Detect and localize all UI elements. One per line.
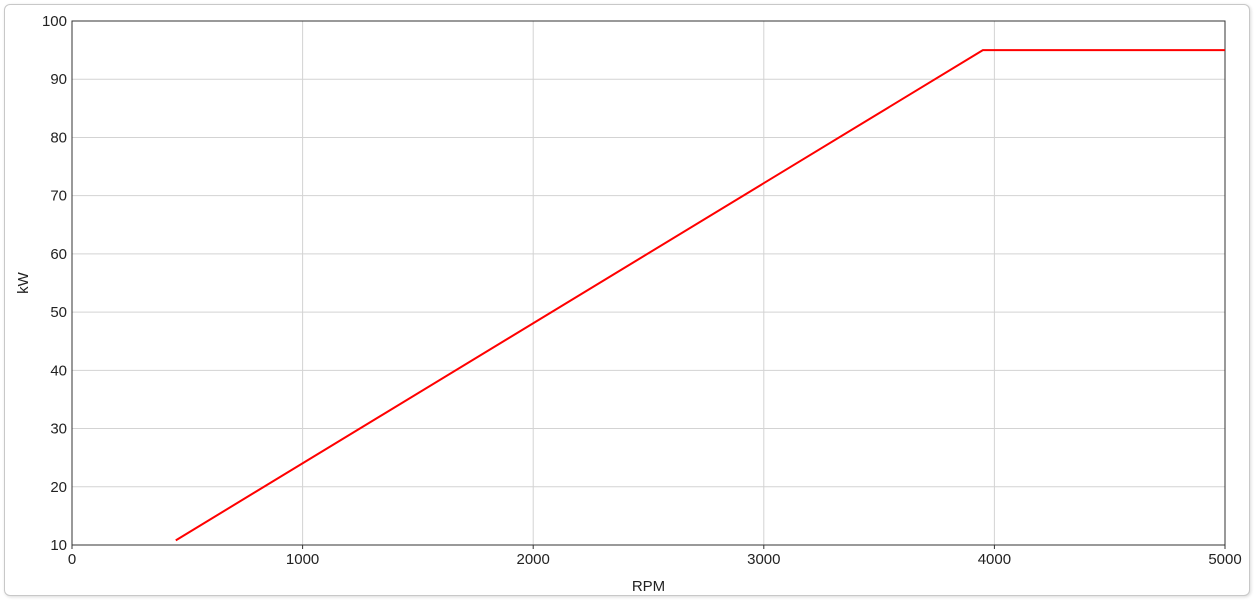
- series-line: [175, 49, 1225, 542]
- x-tick-label: 5000: [1208, 551, 1241, 568]
- x-axis-title: RPM: [632, 578, 665, 595]
- y-tick-label: 70: [50, 188, 67, 205]
- plot-border: [71, 20, 1226, 546]
- x-tick-label: 1000: [286, 551, 319, 568]
- y-tick-label: 60: [50, 246, 67, 263]
- grid: [71, 20, 1226, 546]
- x-tick-label: 0: [68, 551, 76, 568]
- y-tick-label: 90: [50, 71, 67, 88]
- x-tick-label: 2000: [517, 551, 550, 568]
- y-tick-label: 40: [50, 362, 67, 379]
- x-axis-ticks: 0 1000 2000 3000 4000 5000: [68, 545, 1242, 568]
- x-tick-label: 3000: [747, 551, 780, 568]
- y-axis-ticks: 10 20 30 40 50 60 70 80 90 100: [42, 13, 67, 554]
- y-tick-label: 50: [50, 304, 67, 321]
- y-tick-label: 10: [50, 537, 67, 554]
- y-tick-label: 30: [50, 421, 67, 438]
- series-layer: [175, 49, 1225, 542]
- y-tick-label: 100: [42, 13, 67, 30]
- chart-frame: [4, 4, 1250, 596]
- y-axis-title: kW: [15, 271, 32, 294]
- y-tick-label: 20: [50, 479, 67, 496]
- y-tick-label: 80: [50, 129, 67, 146]
- x-tick-label: 4000: [978, 551, 1011, 568]
